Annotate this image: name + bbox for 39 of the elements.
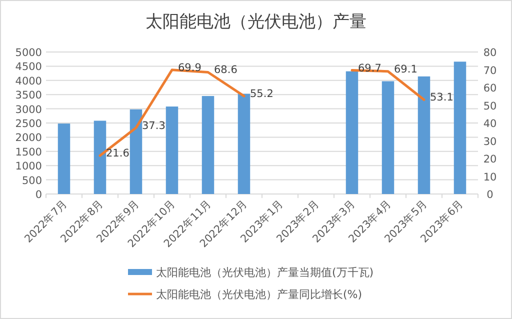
bar [418, 76, 430, 194]
bar [238, 94, 250, 194]
legend-label: 太阳能电池（光伏电池）产量当期值(万千瓦) [156, 266, 374, 279]
bar [166, 106, 178, 194]
y-tick-label: 0 [35, 189, 42, 201]
bar [202, 96, 214, 194]
legend-label: 太阳能电池（光伏电池）产量同比增长(%) [156, 288, 362, 301]
bar [58, 124, 70, 194]
y-tick-label: 3000 [15, 104, 42, 116]
y-tick-label: 4000 [15, 75, 42, 88]
y-tick-label: 2000 [15, 132, 42, 144]
chart-title: 太阳能电池（光伏电池）产量 [146, 12, 366, 32]
y2-tick-label: 80 [483, 47, 497, 59]
y2-tick-label: 50 [483, 100, 497, 112]
y2-tick-label: 20 [483, 154, 497, 166]
bar [94, 120, 106, 194]
data-label: 21.6 [106, 148, 130, 160]
y2-tick-label: 60 [483, 82, 497, 94]
y-tick-label: 1500 [15, 146, 42, 158]
y-tick-label: 5000 [15, 47, 42, 59]
y2-tick-label: 40 [483, 118, 497, 130]
y2-tick-label: 30 [483, 136, 497, 148]
y2-tick-label: 0 [486, 189, 494, 201]
y-tick-label: 3500 [15, 90, 42, 102]
y2-tick-label: 10 [483, 171, 497, 184]
bar [130, 109, 142, 194]
data-label: 69.1 [394, 63, 418, 76]
y-tick-label: 500 [22, 174, 42, 187]
bar [454, 62, 466, 194]
y-tick-label: 2500 [15, 118, 42, 130]
data-label: 53.1 [430, 92, 454, 104]
y2-tick-label: 70 [483, 64, 497, 77]
y-tick-label: 4500 [15, 61, 42, 74]
data-label: 37.3 [142, 120, 166, 132]
bar [346, 71, 358, 194]
y-tick-label: 1000 [15, 160, 42, 173]
data-label: 68.6 [214, 64, 238, 76]
bar [382, 81, 394, 194]
data-label: 55.2 [250, 88, 274, 100]
